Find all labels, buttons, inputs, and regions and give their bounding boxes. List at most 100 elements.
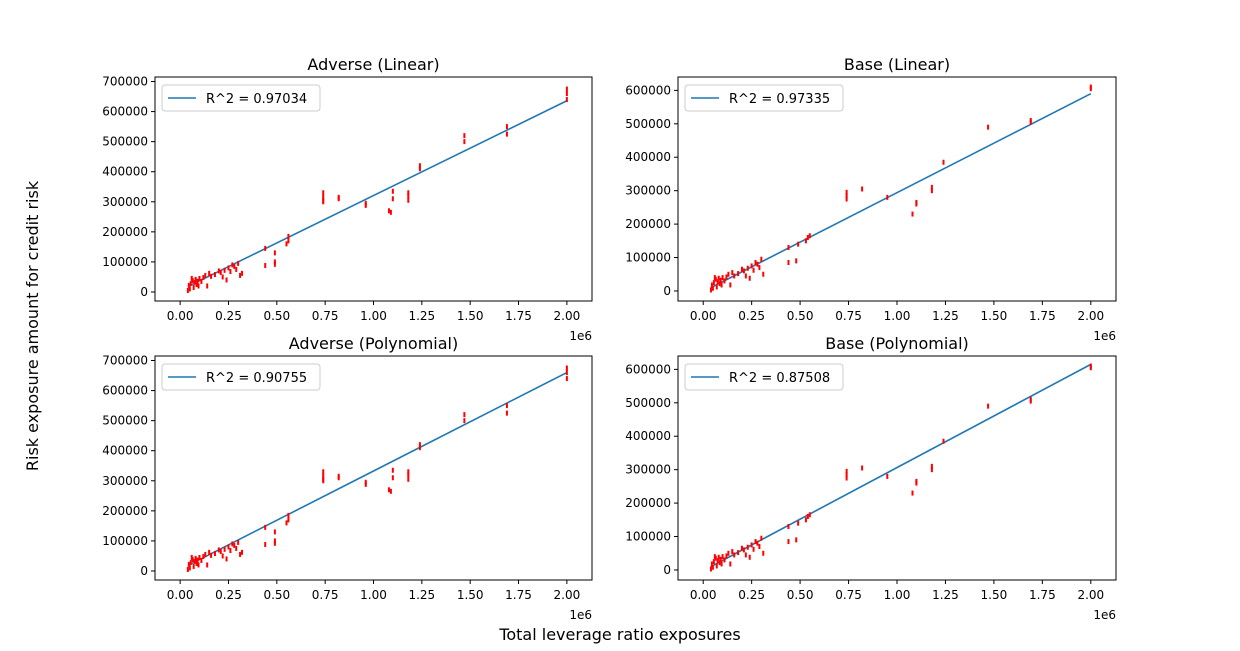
x-tick-label: 0.50: [787, 309, 814, 323]
data-point: [845, 475, 848, 481]
data-point: [391, 467, 394, 473]
data-point: [750, 542, 753, 548]
data-point: [223, 267, 226, 273]
data-point: [565, 376, 568, 382]
data-point: [213, 551, 216, 557]
data-point: [200, 278, 203, 284]
fit-line: [187, 371, 568, 567]
y-tick-label: 500000: [102, 414, 148, 428]
y-tick-label: 300000: [102, 474, 148, 488]
data-point: [208, 270, 211, 276]
data-point: [189, 560, 192, 566]
y-tick-label: 600000: [102, 105, 148, 119]
data-point: [264, 263, 267, 269]
y-tick-label: 400000: [102, 165, 148, 179]
data-point: [760, 256, 763, 262]
data-point: [715, 284, 718, 290]
x-tick-label: 1.50: [457, 309, 484, 323]
data-point: [231, 262, 234, 268]
data-point: [273, 250, 276, 256]
data-point: [264, 524, 267, 530]
data-point: [200, 557, 203, 563]
y-tick-label: 100000: [625, 251, 671, 265]
data-point: [930, 188, 933, 194]
data-point: [754, 539, 757, 545]
data-point: [322, 199, 325, 205]
data-point: [804, 517, 807, 523]
data-point: [987, 403, 990, 409]
data-point: [217, 268, 220, 274]
data-point: [716, 279, 719, 285]
y-tick-label: 200000: [102, 504, 148, 518]
data-point: [407, 476, 410, 482]
data-point: [387, 487, 390, 493]
data-point: [418, 445, 421, 451]
fit-line: [187, 100, 568, 288]
data-point: [762, 271, 765, 277]
data-point: [191, 278, 194, 284]
legend-label: R^2 = 0.97034: [206, 92, 307, 107]
y-tick-label: 600000: [102, 384, 148, 398]
legend-label: R^2 = 0.87508: [729, 371, 830, 386]
x-tick-label: 2.00: [1077, 588, 1104, 602]
data-point: [845, 189, 848, 195]
data-point: [237, 260, 240, 266]
data-point: [886, 473, 889, 479]
x-tick-label: 1.25: [408, 588, 435, 602]
data-point: [463, 133, 466, 139]
data-point: [746, 544, 749, 550]
chart-title: Base (Linear): [844, 55, 950, 74]
data-point: [208, 549, 211, 555]
data-point: [505, 131, 508, 137]
data-point: [187, 561, 190, 567]
data-point: [714, 276, 717, 282]
figure-xlabel: Total leverage ratio exposures: [498, 625, 740, 644]
legend-box: [684, 84, 844, 112]
data-point: [930, 467, 933, 473]
data-point: [787, 260, 790, 266]
x-tick-label: 1.00: [884, 309, 911, 323]
data-point: [322, 469, 325, 475]
data-point: [744, 273, 747, 279]
data-point: [752, 546, 755, 552]
data-point: [463, 412, 466, 418]
data-point: [227, 544, 230, 550]
panel-adverse-linear: Adverse (Linear) 0.00 0.25 0.50 0.75 1.00 1.25…: [102, 55, 593, 343]
data-point: [740, 266, 743, 272]
data-point: [712, 280, 715, 286]
x-tick-label: 2.00: [554, 588, 581, 602]
x-tick-label: 0.25: [738, 588, 765, 602]
data-point: [808, 512, 811, 518]
data-point: [742, 268, 745, 274]
data-point: [223, 546, 226, 552]
y-tick-label: 0: [140, 564, 148, 578]
data-point: [712, 559, 715, 565]
data-point: [1089, 365, 1092, 371]
data-point: [239, 551, 242, 557]
x-tick-label: 0.00: [690, 588, 717, 602]
data-point: [733, 552, 736, 558]
fit-line: [710, 363, 1092, 568]
y-tick-label: 200000: [625, 496, 671, 510]
data-point: [189, 281, 192, 287]
data-point: [418, 163, 421, 169]
y-tick-label: 100000: [102, 255, 148, 269]
data-point: [731, 270, 734, 276]
data-point: [729, 282, 732, 288]
figure-ylabel: Risk exposure amount for credit risk: [23, 180, 42, 471]
data-point: [197, 283, 200, 289]
data-point: [237, 539, 240, 545]
data-point: [750, 263, 753, 269]
data-point: [202, 275, 205, 281]
data-point: [787, 539, 790, 545]
data-point: [287, 233, 290, 239]
y-tick-label: 300000: [625, 463, 671, 477]
data-point: [186, 287, 189, 293]
data-point: [273, 529, 276, 535]
data-point: [710, 561, 713, 567]
data-point: [845, 196, 848, 202]
data-point: [194, 555, 197, 561]
data-point: [192, 563, 195, 569]
data-point: [233, 263, 236, 269]
data-point: [235, 545, 238, 551]
